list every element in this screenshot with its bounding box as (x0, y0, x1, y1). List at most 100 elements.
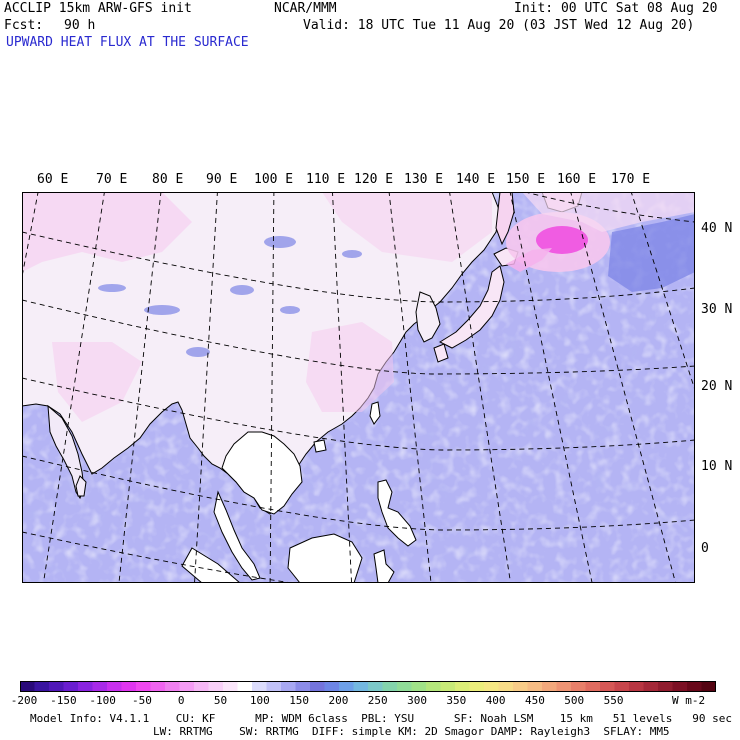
lon-label: 110 E (306, 172, 346, 187)
colorbar-cell (150, 681, 166, 692)
colorbar-cell (281, 681, 296, 692)
colorbar-cell (455, 681, 470, 692)
colorbar-cell (339, 681, 354, 692)
model-info-line1: Model Info: V4.1.1 CU: KF MP: WDM 6class… (30, 712, 732, 725)
island-taiwan (369, 401, 381, 425)
colorbar-tick-label: 150 (289, 694, 310, 707)
lon-label: 140 E (456, 172, 496, 187)
lat-label: 40 N (701, 221, 733, 236)
model-info-line2: LW: RRTMG SW: RRTMG DIFF: simple KM: 2D … (153, 725, 670, 738)
colorbar-cell (165, 681, 180, 692)
lon-label: 100 E (254, 172, 294, 187)
land-pink-india (52, 342, 142, 422)
lat-label: 20 N (701, 379, 733, 394)
lon-label: 80 E (152, 172, 184, 187)
lat-label: 10 N (701, 459, 733, 474)
land-blue-spots (98, 236, 362, 357)
colorbar-cell (556, 681, 572, 692)
colorbar-cell (34, 681, 50, 692)
model-title: ACCLIP 15km ARW-GFS init (4, 1, 192, 16)
colorbar-cell (78, 681, 93, 692)
colorbar-cell (121, 681, 137, 692)
colorbar-cell (310, 681, 325, 692)
colorbar-cell (426, 681, 441, 692)
land-pink-north (322, 192, 492, 262)
forecast-hour: 90 h (64, 18, 96, 33)
colorbar-cell (295, 681, 311, 692)
colorbar-tick-label: 400 (485, 694, 506, 707)
land-india-south (47, 404, 85, 500)
colorbar-cell (136, 681, 151, 692)
island-sri-lanka (75, 475, 87, 497)
colorbar-cell (629, 681, 644, 692)
field-title: UPWARD HEAT FLUX AT THE SURFACE (6, 35, 249, 50)
colorbar-cell (527, 681, 543, 692)
valid-time: Valid: 18 UTC Tue 11 Aug 20 (03 JST Wed … (303, 18, 695, 33)
colorbar-cell (252, 681, 267, 692)
lon-label: 60 E (37, 172, 69, 187)
colorbar-cell (658, 681, 673, 692)
colorbar-tick-label: 350 (446, 694, 467, 707)
colorbar-cell (107, 681, 122, 692)
colorbar-cell (687, 681, 702, 692)
colorbar-cell (513, 681, 528, 692)
colorbar-tick-label: -100 (89, 694, 116, 707)
land-pink-tint (22, 192, 192, 272)
colorbar-cell (542, 681, 557, 692)
colorbar-cell (469, 681, 485, 692)
island-japan-honshu (438, 265, 505, 349)
hotspot-core (536, 226, 588, 254)
pacific-pink-trail (522, 192, 695, 232)
colorbar (20, 681, 716, 692)
land-indochina (221, 431, 303, 515)
colorbar-cell (324, 681, 340, 692)
lon-label: 130 E (404, 172, 444, 187)
colorbar-cell (92, 681, 108, 692)
colorbar-tick-label: 500 (564, 694, 585, 707)
island-sulawesi (373, 549, 395, 583)
island-japan-kyushu (433, 343, 449, 363)
colorbar-cell (585, 681, 601, 692)
init-time: Init: 00 UTC Sat 08 Aug 20 (514, 1, 718, 16)
colorbar-cell (179, 681, 195, 692)
colorbar-cell (223, 681, 238, 692)
colorbar-tick-label: -150 (50, 694, 77, 707)
lon-label: 120 E (354, 172, 394, 187)
land-korea (415, 291, 441, 343)
lon-label: 70 E (96, 172, 128, 187)
colorbar-cell (20, 681, 35, 692)
colorbar-tick-label: 100 (249, 694, 270, 707)
colorbar-cell (701, 681, 716, 692)
colorbar-cell (63, 681, 79, 692)
lon-label: 90 E (206, 172, 238, 187)
colorbar-tick-label: 250 (367, 694, 388, 707)
colorbar-cell (194, 681, 209, 692)
colorbar-cell (397, 681, 412, 692)
graticule-meridians (22, 192, 695, 583)
land-malay-peninsula (213, 490, 261, 581)
colorbar-cell (571, 681, 586, 692)
colorbar-tick-label: 550 (603, 694, 624, 707)
colorbar-cell (614, 681, 630, 692)
colorbar-cell (208, 681, 224, 692)
pacific-dark-blue (608, 214, 695, 292)
colorbar-cell (672, 681, 688, 692)
colorbar-tick-label: -200 (10, 694, 38, 707)
colorbar-cell (266, 681, 282, 692)
colorbar-cell (440, 681, 456, 692)
island-philippines (377, 479, 417, 547)
colorbar-cell (353, 681, 369, 692)
org-label: NCAR/MMM (274, 1, 337, 16)
heat-flux-map (22, 192, 695, 583)
colorbar-cell (643, 681, 659, 692)
colorbar-tick-label: 0 (177, 694, 185, 707)
colorbar-tick-label: 50 (213, 694, 228, 707)
colorbar-cell (368, 681, 383, 692)
lon-label: 150 E (506, 172, 546, 187)
hotspot-tail (506, 248, 552, 272)
colorbar-cell (484, 681, 499, 692)
colorbar-cell (237, 681, 253, 692)
colorbar-cell (498, 681, 514, 692)
colorbar-units: W m-2 (672, 694, 706, 707)
land-sakhalin (495, 192, 515, 246)
